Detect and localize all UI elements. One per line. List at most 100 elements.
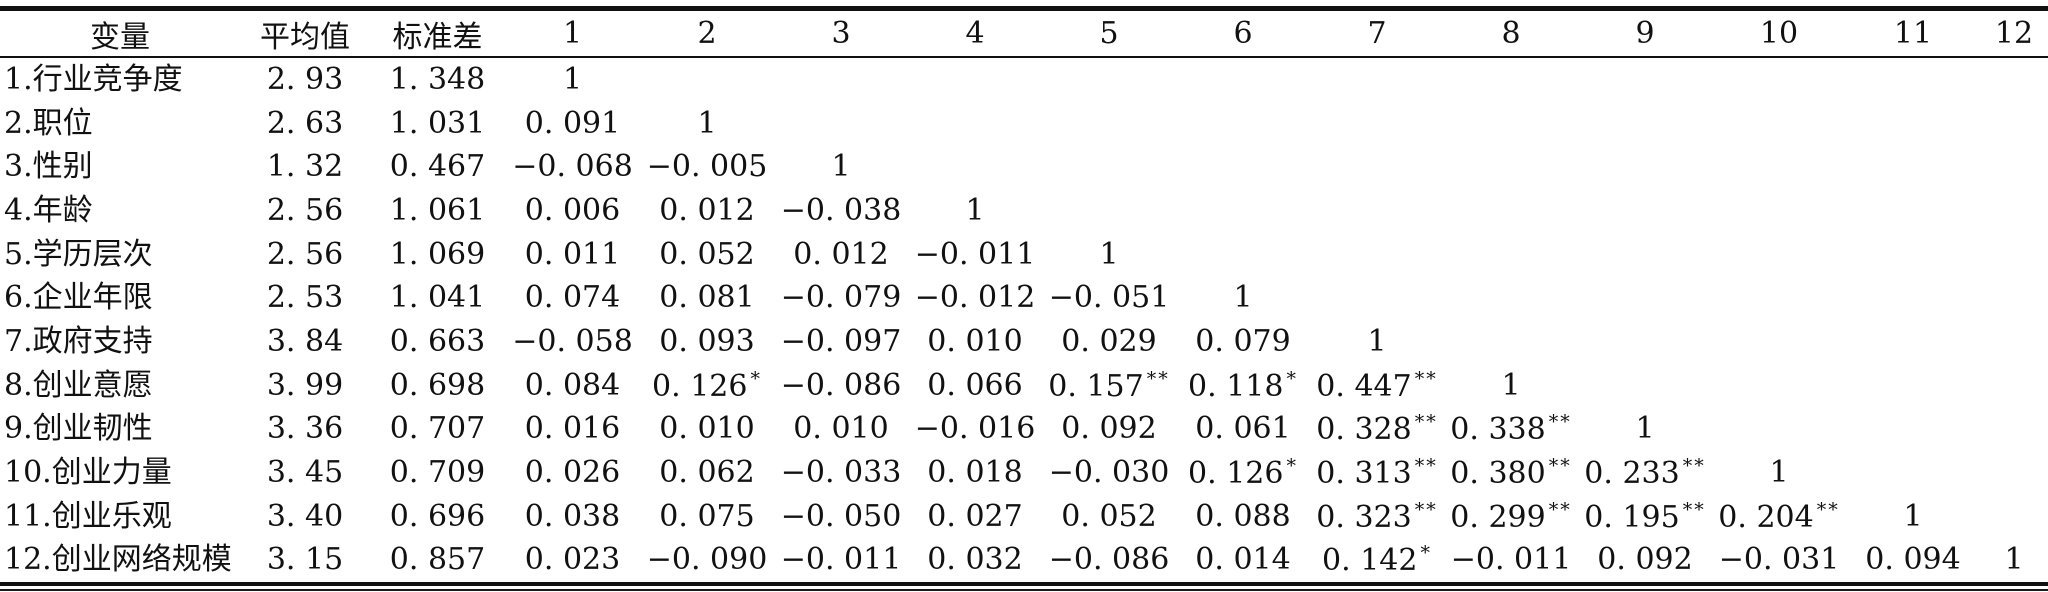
significance-marker: **	[1414, 367, 1438, 390]
table-body: 1.行业竞争度 2. 93 1. 348 1 2.职位 2. 63 1. 031 0. 091…	[0, 57, 2048, 584]
table-row-10: 10.创业力量 3. 45 0. 709 0. 026 0. 062 −0. 033 0. …	[0, 451, 2048, 495]
corr-value-r9-c3: 0. 010	[793, 411, 889, 447]
corr-empty-r4-c5	[1042, 189, 1176, 233]
table-row-9: 9.创业韧性 3. 36 0. 707 0. 016 0. 010 0. 010 −0. 0…	[0, 408, 2048, 452]
corr-value-r12-c4: 0. 032	[927, 542, 1023, 578]
significance-marker: **	[1682, 498, 1706, 521]
corr-empty-r2-c9	[1578, 102, 1712, 146]
corr-empty-r3-c9	[1578, 145, 1712, 189]
corr-value-r9-c9: 1	[1635, 411, 1655, 447]
corr-empty-r1-c8	[1444, 57, 1578, 102]
significance-marker: **	[1548, 411, 1572, 434]
header-col-12: 10	[1712, 8, 1846, 58]
corr-value-r12-c8: −0. 011	[1450, 542, 1572, 578]
corr-value-r1-c1: 1	[562, 61, 583, 97]
corr-empty-r1-c11	[1846, 57, 1980, 102]
corr-value-r7-c4: 0. 010	[927, 323, 1023, 359]
corr-value-r7-c5: 0. 029	[1061, 323, 1157, 359]
corr-empty-r10-c11	[1846, 451, 1980, 495]
corr-value-r12-c5: −0. 086	[1048, 542, 1170, 578]
corr-value-r3-c1: −0. 068	[512, 149, 633, 185]
corr-value-r5-c2: 0. 052	[659, 236, 755, 272]
corr-empty-r7-c10	[1712, 320, 1846, 364]
header-col-2: 标准差	[370, 8, 505, 58]
corr-empty-r3-c5	[1042, 145, 1176, 189]
corr-value-r7-c2: 0. 093	[659, 323, 755, 359]
corr-value-r10-c9: 0. 233 **	[1584, 455, 1706, 492]
corr-value-r3-c2: −0. 005	[646, 149, 768, 185]
corr-value-r10-c2: 0. 062	[659, 455, 755, 491]
corr-value-r11-c11: 1	[1903, 498, 1923, 534]
corr-empty-r9-c11	[1846, 408, 1980, 452]
corr-value-r6-c3: −0. 079	[780, 280, 902, 316]
header-col-6: 4	[908, 8, 1042, 58]
significance-marker: **	[1414, 455, 1438, 478]
corr-value-r7-c1: −0. 058	[512, 323, 633, 359]
corr-empty-r10-c12	[1980, 451, 2048, 495]
sd-value: 0. 663	[389, 323, 486, 359]
sd-value: 0. 707	[389, 411, 486, 447]
variable-label: 5.学历层次	[4, 236, 153, 272]
table-row-3: 3.性别 1. 32 0. 467 −0. 068 −0. 005 1	[0, 145, 2048, 189]
header-col-13: 11	[1846, 8, 1980, 58]
corr-empty-r2-c8	[1444, 102, 1578, 146]
corr-empty-r3-c6	[1176, 145, 1310, 189]
corr-empty-r9-c12	[1980, 408, 2048, 452]
variable-label: 11.创业乐观	[4, 498, 172, 534]
corr-value-r6-c6: 1	[1233, 280, 1253, 316]
corr-empty-r2-c7	[1310, 102, 1444, 146]
variable-label: 8.创业意愿	[4, 367, 153, 403]
mean-value: 2. 56	[266, 236, 344, 272]
corr-empty-r6-c9	[1578, 276, 1712, 320]
significance-marker: **	[1146, 367, 1170, 390]
sd-value: 1. 069	[389, 236, 486, 272]
corr-empty-r8-c9	[1578, 364, 1712, 408]
significance-marker: *	[1286, 455, 1298, 478]
corr-empty-r8-c12	[1980, 364, 2048, 408]
corr-value-r2-c1: 0. 091	[524, 105, 621, 141]
mean-value: 3. 99	[266, 367, 344, 403]
corr-value-r11-c1: 0. 038	[524, 498, 621, 534]
table-row-12: 12.创业网络规模 3. 15 0. 857 0. 023 −0. 090 −0. 011…	[0, 539, 2048, 585]
corr-value-r2-c2: 1	[697, 105, 717, 141]
header-col-0: 变量	[0, 8, 240, 58]
mean-value: 2. 63	[266, 105, 344, 141]
significance-marker: **	[1548, 498, 1572, 521]
corr-value-r5-c4: −0. 011	[914, 236, 1036, 272]
corr-value-r11-c4: 0. 027	[927, 498, 1023, 534]
corr-value-r12-c6: 0. 014	[1195, 542, 1291, 578]
mean-value: 3. 45	[266, 455, 344, 491]
table-row-1: 1.行业竞争度 2. 93 1. 348 1	[0, 57, 2048, 102]
corr-empty-r4-c10	[1712, 189, 1846, 233]
corr-value-r9-c1: 0. 016	[524, 411, 621, 447]
header-col-4: 2	[640, 8, 774, 58]
corr-empty-r9-c10	[1712, 408, 1846, 452]
corr-empty-r4-c6	[1176, 189, 1310, 233]
corr-empty-r7-c12	[1980, 320, 2048, 364]
corr-empty-r2-c5	[1042, 102, 1176, 146]
mean-value: 2. 53	[266, 280, 344, 316]
corr-value-r11-c3: −0. 050	[780, 498, 902, 534]
corr-value-r8-c4: 0. 066	[927, 367, 1023, 403]
corr-value-r3-c3: 1	[831, 149, 851, 185]
corr-value-r11-c8: 0. 299 **	[1450, 498, 1572, 535]
significance-marker: *	[1286, 367, 1298, 390]
corr-value-r4-c2: 0. 012	[659, 192, 755, 228]
corr-value-r9-c6: 0. 061	[1195, 411, 1291, 447]
corr-value-r6-c2: 0. 081	[659, 280, 755, 316]
corr-empty-r2-c12	[1980, 102, 2048, 146]
mean-value: 3. 84	[266, 323, 344, 359]
corr-empty-r6-c11	[1846, 276, 1980, 320]
corr-empty-r4-c12	[1980, 189, 2048, 233]
corr-value-r10-c6: 0. 126 *	[1188, 455, 1298, 492]
corr-empty-r6-c8	[1444, 276, 1578, 320]
corr-value-r12-c12: 1	[2004, 542, 2024, 578]
corr-empty-r3-c7	[1310, 145, 1444, 189]
header-col-9: 7	[1310, 8, 1444, 58]
corr-empty-r5-c11	[1846, 233, 1980, 277]
corr-value-r4-c3: −0. 038	[780, 192, 902, 228]
mean-value: 3. 40	[266, 498, 344, 534]
table-row-11: 11.创业乐观 3. 40 0. 696 0. 038 0. 075 −0. 050 0. …	[0, 495, 2048, 539]
corr-empty-r5-c12	[1980, 233, 2048, 277]
corr-value-r7-c6: 0. 079	[1195, 323, 1291, 359]
